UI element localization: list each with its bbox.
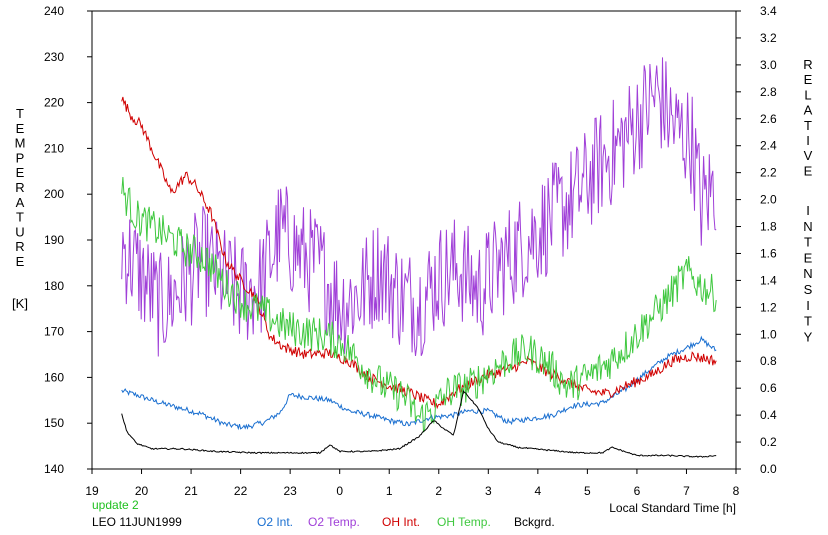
left-tick-label: 230: [44, 50, 64, 64]
left-axis-label-letter: U: [15, 224, 24, 239]
left-tick-label: 170: [44, 325, 64, 339]
right-tick-label: 1.8: [760, 220, 777, 234]
right-axis-label-letter: I: [806, 203, 810, 218]
x-tick-label: 3: [485, 484, 492, 498]
left-tick-label: 240: [44, 4, 64, 18]
legend-item: OH Int.: [382, 515, 420, 529]
right-tick-label: 0.6: [760, 381, 777, 395]
x-tick-label: 2: [435, 484, 442, 498]
left-axis-ticks: 140 150 160 170 180 190 200 210 220 230 240: [44, 4, 92, 476]
right-axis-label-letter: E: [804, 250, 813, 265]
right-axis-label-letter: L: [804, 87, 811, 102]
x-axis-ticks: 19 20 21 22 23 0 1 2 3 4 5 6 7 8: [85, 469, 740, 498]
right-axis-label-letter: A: [804, 103, 813, 118]
legend-item: Bckgrd.: [514, 515, 555, 529]
x-tick-label: 4: [535, 484, 542, 498]
right-axis-label-letter: E: [804, 163, 813, 178]
right-axis-label-letter: T: [804, 235, 812, 250]
right-tick-label: 1.6: [760, 246, 777, 260]
x-tick-label: 8: [733, 484, 740, 498]
x-tick-label: 21: [184, 484, 198, 498]
legend: O2 Int. O2 Temp. OH Int. OH Temp. Bckgrd.: [257, 515, 555, 529]
left-tick-label: 140: [44, 462, 64, 476]
right-tick-label: 0.8: [760, 354, 777, 368]
left-tick-label: 210: [44, 141, 64, 155]
left-tick-label: 190: [44, 233, 64, 247]
right-axis-label-letter: I: [806, 298, 810, 313]
right-axis-label-letter: T: [804, 118, 812, 133]
legend-item: O2 Temp.: [308, 515, 360, 529]
series-line: [121, 176, 717, 433]
right-tick-label: 1.4: [760, 273, 777, 287]
right-tick-label: 1.2: [760, 300, 777, 314]
left-tick-label: 160: [44, 370, 64, 384]
x-tick-label: 7: [683, 484, 690, 498]
series-lines: [121, 57, 717, 458]
x-axis-label: Local Standard Time [h]: [609, 501, 736, 515]
legend-item: O2 Int.: [257, 515, 293, 529]
right-axis-label-letter: S: [804, 282, 813, 297]
left-axis-label-letter: E: [16, 254, 25, 269]
left-axis-label-letter: R: [15, 239, 24, 254]
right-tick-label: 0.0: [760, 462, 777, 476]
left-axis-unit: [K]: [12, 296, 28, 311]
left-axis-label-letter: M: [15, 136, 26, 151]
left-axis-label-letter: E: [16, 121, 25, 136]
series-line: [121, 96, 717, 410]
right-axis-label-letter: I: [806, 133, 810, 148]
left-axis-label-letter: T: [16, 106, 24, 121]
x-tick-label: 1: [386, 484, 393, 498]
right-axis-label-letter: V: [804, 148, 813, 163]
right-axis-label-letter: N: [803, 219, 812, 234]
x-tick-label: 19: [85, 484, 99, 498]
right-tick-label: 2.8: [760, 85, 777, 99]
right-axis-label-letter: Y: [804, 329, 813, 344]
update-note: update 2: [92, 498, 139, 512]
x-tick-label: 6: [634, 484, 641, 498]
right-tick-label: 0.2: [760, 435, 777, 449]
right-tick-label: 0.4: [760, 408, 777, 422]
right-axis-ticks: 0.0 0.2 0.4 0.6 0.8 1.0 1.2 1.4 1.6 1.8 2.0 2.2 2.4 2…: [736, 4, 777, 476]
left-axis-label-letter: E: [16, 165, 25, 180]
right-tick-label: 2.2: [760, 166, 777, 180]
x-tick-label: 22: [234, 484, 248, 498]
right-tick-label: 1.0: [760, 327, 777, 341]
left-axis-label-letter: P: [16, 150, 25, 165]
left-tick-label: 220: [44, 96, 64, 110]
x-tick-label: 23: [283, 484, 297, 498]
right-tick-label: 3.4: [760, 4, 777, 18]
series-line: [121, 57, 717, 357]
x-tick-label: 0: [336, 484, 343, 498]
right-tick-label: 2.4: [760, 139, 777, 153]
x-tick-label: 5: [584, 484, 591, 498]
right-tick-label: 3.2: [760, 31, 777, 45]
legend-item: OH Temp.: [437, 515, 491, 529]
left-tick-label: 150: [44, 416, 64, 430]
left-axis-label-letter: A: [16, 195, 25, 210]
left-tick-label: 200: [44, 187, 64, 201]
left-axis-label-letter: R: [15, 180, 24, 195]
left-tick-label: 180: [44, 279, 64, 293]
series-line: [121, 390, 717, 458]
series-line: [121, 335, 717, 431]
left-axis-label-letter: T: [16, 210, 24, 225]
right-axis-label-letter: T: [804, 314, 812, 329]
x-tick-label: 20: [135, 484, 149, 498]
site-date-label: LEO 11JUN1999: [92, 515, 182, 529]
right-axis-label-letter: N: [803, 266, 812, 281]
right-tick-label: 2.6: [760, 112, 777, 126]
right-tick-label: 3.0: [760, 58, 777, 72]
right-axis-label-letter: E: [804, 72, 813, 87]
right-tick-label: 2.0: [760, 193, 777, 207]
right-axis-label-letter: R: [803, 57, 812, 72]
